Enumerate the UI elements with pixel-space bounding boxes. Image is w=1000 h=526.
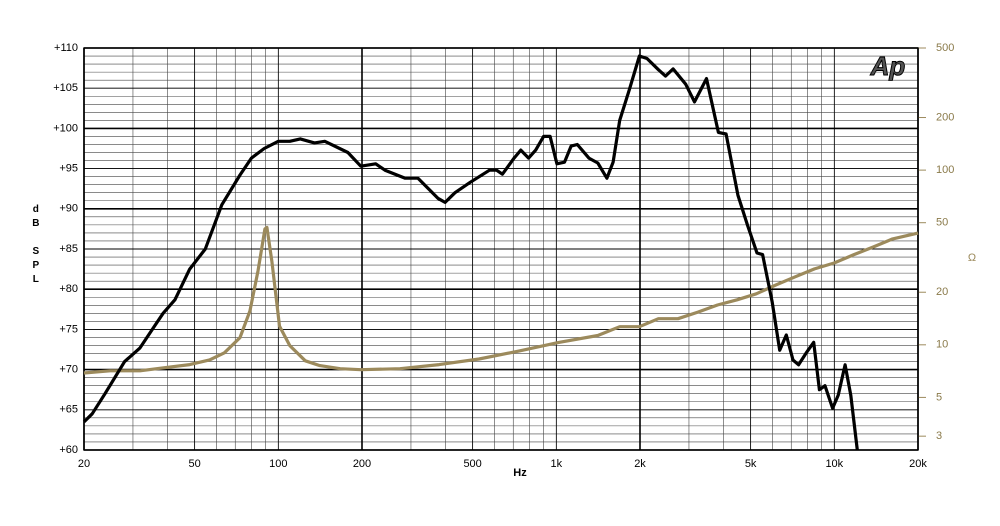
y2-tick-label: 200 (936, 111, 954, 123)
x-tick-label: 10k (825, 458, 843, 470)
y2-axis-label: Ω (968, 252, 976, 264)
y-tick-label: +95 (59, 163, 78, 175)
x-axis-label: Hz (513, 467, 527, 479)
y-tick-label: +90 (59, 203, 78, 215)
y-tick-label: +70 (59, 364, 78, 376)
y2-tick-label: 100 (936, 164, 954, 176)
y-tick-label: +85 (59, 243, 78, 255)
series-line (83, 225, 919, 375)
x-tick-label: 5k (745, 458, 757, 470)
y-tick-label: +100 (53, 122, 78, 134)
y2-tick-label: 50 (936, 217, 948, 229)
x-tick-label: 500 (463, 458, 481, 470)
y-tick-label: +105 (53, 82, 78, 94)
y2-tick-label: 3 (936, 430, 942, 442)
y2-tick-label: 10 (936, 339, 948, 351)
plot-frame (83, 47, 919, 451)
y-tick-label: +75 (59, 323, 78, 335)
y2-tick-label: 500 (936, 42, 954, 54)
x-tick-label: 1k (551, 458, 563, 470)
y-tick-label: +110 (54, 42, 78, 54)
y-axis-label: dB SPL (30, 204, 41, 288)
x-tick-label: 100 (269, 458, 287, 470)
y-tick-label: +60 (59, 444, 78, 456)
logo: Ap (870, 51, 906, 81)
x-tick-label: 20 (78, 458, 90, 470)
x-tick-label: 200 (353, 458, 371, 470)
y-tick-label: +80 (59, 283, 78, 295)
x-tick-label: 20k (909, 458, 927, 470)
x-tick-label: 2k (634, 458, 646, 470)
grid (83, 47, 926, 451)
x-tick-label: 50 (189, 458, 201, 470)
y2-tick-label: 5 (936, 391, 942, 403)
series-line (82, 54, 859, 451)
y2-tick-label: 20 (936, 286, 948, 298)
y-tick-label: +65 (59, 404, 78, 416)
